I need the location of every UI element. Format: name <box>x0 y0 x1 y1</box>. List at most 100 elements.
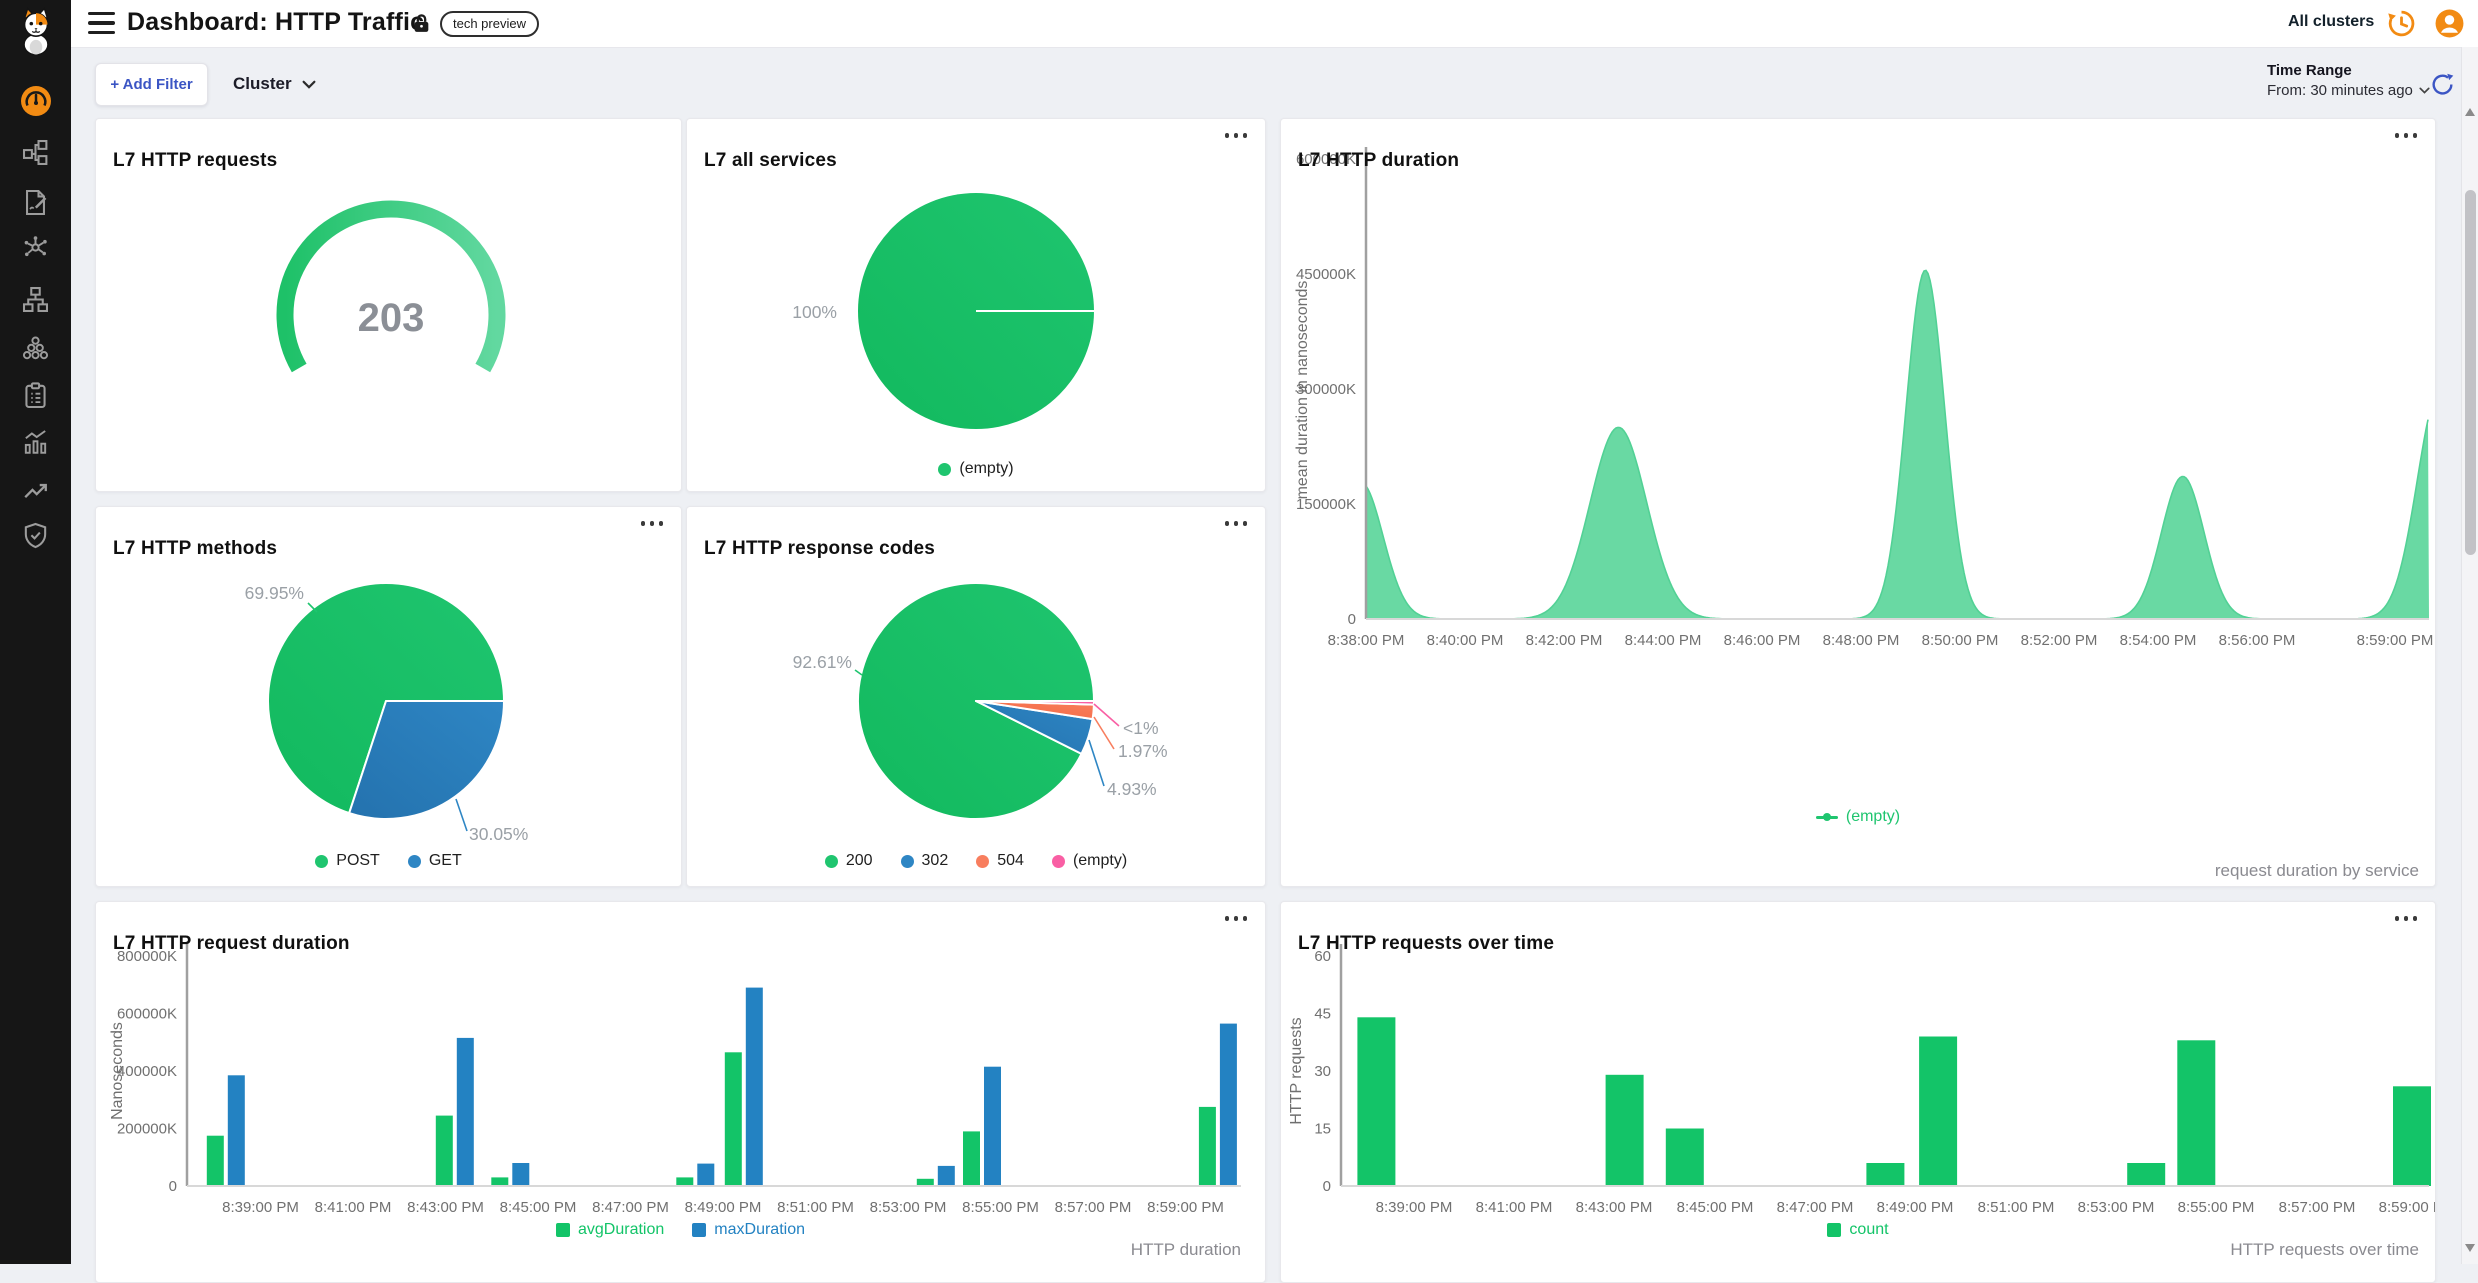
cluster-filter-dropdown[interactable]: Cluster <box>233 74 316 94</box>
chart-caption: request duration by service <box>2214 861 2419 880</box>
legend-item[interactable]: 302 <box>900 852 948 870</box>
svg-text:8:51:00 PM: 8:51:00 PM <box>777 1199 854 1216</box>
chart-legend: POST GET <box>96 852 681 870</box>
scrollbar-down-arrow[interactable] <box>2465 1244 2475 1252</box>
pie-chart: 100% <box>792 193 1094 429</box>
area-chart: 0 150000K 300000K 450000K 600000K 8:38:00 PM 8… <box>1296 147 2433 649</box>
scrollbar-thumb[interactable] <box>2465 190 2476 555</box>
add-filter-button[interactable]: + Add Filter <box>95 63 208 106</box>
legend-item[interactable]: GET <box>407 852 462 870</box>
sidebar-item-policy-editor-icon[interactable] <box>0 188 71 217</box>
card-l7-http-methods: L7 HTTP methods 69.95% 30.05% POST GET <box>95 506 682 887</box>
sidebar-item-service-map-icon[interactable] <box>0 233 71 262</box>
legend-item[interactable]: (empty) <box>938 460 1014 478</box>
card-l7-all-services: L7 all services 100% (empty) <box>686 118 1266 492</box>
more-menu-icon[interactable] <box>1224 916 1247 921</box>
svg-text:8:57:00 PM: 8:57:00 PM <box>1055 1199 1132 1216</box>
legend-item[interactable]: (empty) <box>1815 808 1900 826</box>
svg-text:8:48:00 PM: 8:48:00 PM <box>1823 632 1900 649</box>
legend-item[interactable]: 200 <box>824 852 873 870</box>
more-menu-icon[interactable] <box>2394 133 2417 138</box>
card-l7-http-request-duration: L7 HTTP request duration Nanoseconds 0 20… <box>95 901 1266 1283</box>
topbar: Dashboard: HTTP Traffic tech preview All… <box>71 0 2478 48</box>
svg-text:8:47:00 PM: 8:47:00 PM <box>1777 1199 1854 1216</box>
svg-text:800000K: 800000K <box>117 948 177 965</box>
card-l7-http-duration: L7 HTTP duration mean duration in nanose… <box>1280 118 2436 887</box>
history-icon[interactable] <box>2386 8 2417 44</box>
svg-text:8:59:00 PM: 8:59:00 PM <box>2379 1199 2435 1216</box>
lock-icon <box>412 13 431 39</box>
svg-text:30: 30 <box>1314 1063 1331 1080</box>
svg-text:92.61%: 92.61% <box>793 652 852 672</box>
pie-chart: 69.95% 30.05% <box>245 582 528 844</box>
sidebar-item-security-shield-icon[interactable] <box>0 521 71 550</box>
svg-text:200000K: 200000K <box>117 1121 177 1138</box>
sidebar-item-topology-icon[interactable] <box>0 138 71 167</box>
chart-legend: (empty) <box>687 460 1265 478</box>
svg-text:8:57:00 PM: 8:57:00 PM <box>2279 1199 2356 1216</box>
time-range-value: From: 30 minutes ago <box>2267 82 2413 99</box>
more-menu-icon[interactable] <box>2394 916 2417 921</box>
hamburger-menu-icon[interactable] <box>88 12 115 34</box>
legend-item[interactable]: avgDuration <box>556 1221 664 1239</box>
svg-text:8:42:00 PM: 8:42:00 PM <box>1526 632 1603 649</box>
y-axis-label: mean duration in nanoseconds <box>1294 280 1311 500</box>
refresh-icon[interactable] <box>2429 71 2456 103</box>
more-menu-icon[interactable] <box>1224 521 1247 526</box>
chart-legend: count <box>1281 1221 2435 1239</box>
svg-text:8:54:00 PM: 8:54:00 PM <box>2120 632 2197 649</box>
sidebar-item-clipboard-icon[interactable] <box>0 381 71 410</box>
svg-text:8:55:00 PM: 8:55:00 PM <box>962 1199 1039 1216</box>
svg-text:8:50:00 PM: 8:50:00 PM <box>1922 632 1999 649</box>
sidebar-item-sitemap-icon[interactable] <box>0 285 71 314</box>
sidebar-item-trends-icon[interactable] <box>0 476 71 505</box>
legend-item[interactable]: count <box>1827 1221 1889 1239</box>
legend-item[interactable]: (empty) <box>1051 852 1127 870</box>
svg-text:8:45:00 PM: 8:45:00 PM <box>500 1199 577 1216</box>
svg-text:8:55:00 PM: 8:55:00 PM <box>2178 1199 2255 1216</box>
legend-item[interactable]: maxDuration <box>692 1221 805 1239</box>
time-range-selector[interactable]: Time Range From: 30 minutes ago <box>2267 62 2430 99</box>
svg-text:0: 0 <box>169 1178 177 1195</box>
sidebar-item-process-tree-icon[interactable] <box>0 334 71 363</box>
svg-text:600000K: 600000K <box>1296 151 1356 168</box>
svg-text:8:39:00 PM: 8:39:00 PM <box>222 1199 299 1216</box>
tech-preview-badge: tech preview <box>440 11 539 37</box>
svg-text:600000K: 600000K <box>117 1006 177 1023</box>
svg-text:8:47:00 PM: 8:47:00 PM <box>592 1199 669 1216</box>
legend-item[interactable]: 504 <box>976 852 1024 870</box>
card-title: L7 HTTP requests over time <box>1298 933 1555 954</box>
cluster-filter-label: Cluster <box>233 74 292 93</box>
svg-text:8:49:00 PM: 8:49:00 PM <box>685 1199 762 1216</box>
sidebar-item-dashboards[interactable] <box>0 84 71 118</box>
more-menu-icon[interactable] <box>640 521 663 526</box>
chart-caption: HTTP requests over time <box>2230 1240 2419 1259</box>
cluster-scope-selector[interactable]: All clusters <box>2288 13 2375 30</box>
svg-text:8:41:00 PM: 8:41:00 PM <box>315 1199 392 1216</box>
svg-text:450000K: 450000K <box>1296 266 1356 283</box>
logo-cat-icon[interactable] <box>0 6 71 58</box>
bar-chart: 0 15 30 45 60 8:39:00 PM 8:41:00 PM 8:43:00 PM 8… <box>1314 944 2435 1216</box>
card-l7-http-requests: L7 HTTP requests 203 <box>95 118 682 492</box>
svg-text:100%: 100% <box>792 302 837 322</box>
svg-text:60: 60 <box>1314 948 1331 965</box>
chart-legend: avgDuration maxDuration <box>96 1221 1265 1239</box>
chevron-down-icon <box>302 80 316 89</box>
scrollbar-up-arrow[interactable] <box>2465 108 2475 116</box>
svg-text:400000K: 400000K <box>117 1063 177 1080</box>
svg-text:8:38:00 PM: 8:38:00 PM <box>1328 632 1405 649</box>
card-title: L7 all services <box>704 150 837 171</box>
user-avatar-icon[interactable] <box>2434 8 2465 44</box>
more-menu-icon[interactable] <box>1224 133 1247 138</box>
svg-text:<1%: <1% <box>1123 718 1159 738</box>
sidebar-item-metrics-icon[interactable] <box>0 428 71 457</box>
svg-text:8:53:00 PM: 8:53:00 PM <box>2078 1199 2155 1216</box>
card-title: L7 HTTP request duration <box>113 933 350 954</box>
svg-text:69.95%: 69.95% <box>245 583 304 603</box>
svg-text:8:56:00 PM: 8:56:00 PM <box>2219 632 2296 649</box>
legend-item[interactable]: POST <box>315 852 380 870</box>
chart-caption: HTTP duration <box>1130 1240 1241 1259</box>
svg-text:4.93%: 4.93% <box>1107 779 1157 799</box>
svg-text:8:43:00 PM: 8:43:00 PM <box>407 1199 484 1216</box>
sidebar <box>0 0 71 1264</box>
